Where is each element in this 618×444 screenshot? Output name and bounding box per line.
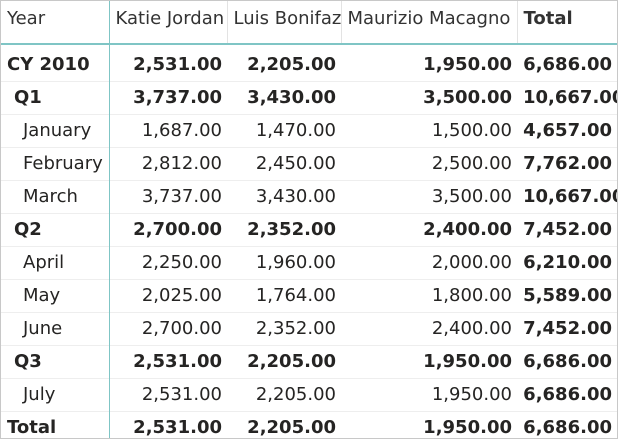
table-total-row[interactable]: Total 2,531.00 2,205.00 1,950.00 6,686.0… <box>1 412 617 444</box>
cell-value: 3,737.00 <box>109 82 227 115</box>
cell-value: 1,950.00 <box>341 379 517 412</box>
cell-value: 2,250.00 <box>109 247 227 280</box>
table-row-cy-2010[interactable]: CY 2010 2,531.00 2,205.00 1,950.00 6,686… <box>1 44 617 82</box>
cell-value: 3,500.00 <box>341 181 517 214</box>
cell-value: 3,430.00 <box>227 181 341 214</box>
row-label: February <box>1 148 109 181</box>
column-header-row: Year Katie Jordan Luis Bonifaz Maurizio … <box>1 1 617 44</box>
cell-total: 10,667.00 <box>517 82 617 115</box>
column-header-luis-bonifaz[interactable]: Luis Bonifaz <box>227 1 341 44</box>
cell-value: 2,812.00 <box>109 148 227 181</box>
row-label: Q2 <box>1 214 109 247</box>
cell-total: 5,589.00 <box>517 280 617 313</box>
cell-total: 6,210.00 <box>517 247 617 280</box>
cell-value: 2,400.00 <box>341 313 517 346</box>
row-label: July <box>1 379 109 412</box>
table-row-q3[interactable]: Q3 2,531.00 2,205.00 1,950.00 6,686.00 <box>1 346 617 379</box>
column-header-maurizio-macagno[interactable]: Maurizio Macagno <box>341 1 517 44</box>
cell-value: 2,531.00 <box>109 346 227 379</box>
cell-value: 1,500.00 <box>341 115 517 148</box>
table-row-june[interactable]: June 2,700.00 2,352.00 2,400.00 7,452.00 <box>1 313 617 346</box>
cell-value: 2,400.00 <box>341 214 517 247</box>
table-row-february[interactable]: February 2,812.00 2,450.00 2,500.00 7,76… <box>1 148 617 181</box>
table-row-q1[interactable]: Q1 3,737.00 3,430.00 3,500.00 10,667.00 <box>1 82 617 115</box>
row-label: CY 2010 <box>1 44 109 82</box>
cell-value: 1,800.00 <box>341 280 517 313</box>
cell-value: 2,205.00 <box>227 412 341 444</box>
total-row-label: Total <box>1 412 109 444</box>
cell-total: 10,667.00 <box>517 181 617 214</box>
row-label: April <box>1 247 109 280</box>
row-label: March <box>1 181 109 214</box>
row-label: Q1 <box>1 82 109 115</box>
table-row-may[interactable]: May 2,025.00 1,764.00 1,800.00 5,589.00 <box>1 280 617 313</box>
row-label: June <box>1 313 109 346</box>
cell-value: 1,687.00 <box>109 115 227 148</box>
cell-value: 2,205.00 <box>227 44 341 82</box>
cell-value: 2,500.00 <box>341 148 517 181</box>
row-label: Q3 <box>1 346 109 379</box>
cell-value: 2,352.00 <box>227 214 341 247</box>
table-row-april[interactable]: April 2,250.00 1,960.00 2,000.00 6,210.0… <box>1 247 617 280</box>
cell-value: 1,950.00 <box>341 412 517 444</box>
cell-value: 2,352.00 <box>227 313 341 346</box>
cell-value: 1,950.00 <box>341 44 517 82</box>
cell-total: 6,686.00 <box>517 346 617 379</box>
table-row-july[interactable]: July 2,531.00 2,205.00 1,950.00 6,686.00 <box>1 379 617 412</box>
cell-total: 7,452.00 <box>517 313 617 346</box>
cell-value: 2,700.00 <box>109 214 227 247</box>
table-row-q2[interactable]: Q2 2,700.00 2,352.00 2,400.00 7,452.00 <box>1 214 617 247</box>
table-row-january[interactable]: January 1,687.00 1,470.00 1,500.00 4,657… <box>1 115 617 148</box>
cell-value: 1,950.00 <box>341 346 517 379</box>
row-header-divider <box>109 1 110 438</box>
table-row-march[interactable]: March 3,737.00 3,430.00 3,500.00 10,667.… <box>1 181 617 214</box>
cell-value: 1,764.00 <box>227 280 341 313</box>
row-label: May <box>1 280 109 313</box>
cell-value: 2,700.00 <box>109 313 227 346</box>
column-header-total[interactable]: Total <box>517 1 617 44</box>
column-header-katie-jordan[interactable]: Katie Jordan <box>109 1 227 44</box>
cell-value: 1,960.00 <box>227 247 341 280</box>
cell-total: 6,686.00 <box>517 379 617 412</box>
cell-total: 6,686.00 <box>517 44 617 82</box>
cell-value: 1,470.00 <box>227 115 341 148</box>
cell-total: 7,452.00 <box>517 214 617 247</box>
cell-value: 2,025.00 <box>109 280 227 313</box>
row-header-year[interactable]: Year <box>1 1 109 44</box>
cell-value: 2,000.00 <box>341 247 517 280</box>
cell-value: 2,531.00 <box>109 412 227 444</box>
cell-value: 2,205.00 <box>227 379 341 412</box>
cell-value: 3,430.00 <box>227 82 341 115</box>
cell-value: 3,737.00 <box>109 181 227 214</box>
cell-value: 2,531.00 <box>109 44 227 82</box>
cell-total: 4,657.00 <box>517 115 617 148</box>
cell-value: 2,531.00 <box>109 379 227 412</box>
cell-total: 7,762.00 <box>517 148 617 181</box>
row-label: January <box>1 115 109 148</box>
cell-value: 2,450.00 <box>227 148 341 181</box>
cell-value: 3,500.00 <box>341 82 517 115</box>
cell-grand-total: 6,686.00 <box>517 412 617 444</box>
cell-value: 2,205.00 <box>227 346 341 379</box>
